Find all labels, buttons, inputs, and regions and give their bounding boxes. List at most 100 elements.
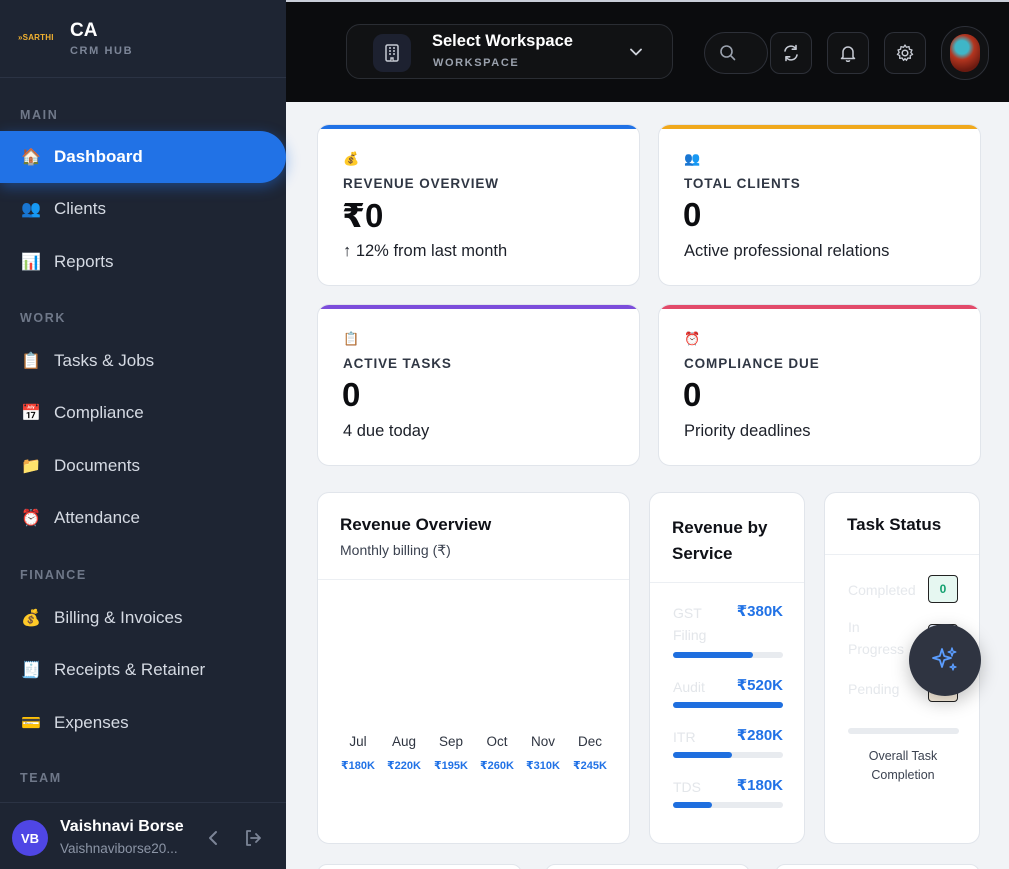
card-accent-bar: [318, 305, 639, 309]
month-column: Nov ₹310K: [520, 734, 566, 772]
service-value: ₹380K: [736, 603, 783, 620]
profile-avatar-button[interactable]: [941, 26, 989, 80]
user-email: Vaishnaviborse20...: [60, 841, 178, 856]
card-accent-bar: [318, 125, 639, 129]
stat-card-total-clients: 👥 TOTAL CLIENTS 0 Active professional re…: [658, 124, 981, 286]
service-name: Audit: [673, 679, 705, 695]
calendar-icon: 📅: [21, 405, 41, 422]
panel-title: Revenue Overview: [340, 515, 492, 534]
sidebar-item-label: Clients: [54, 199, 106, 218]
money-bag-icon: 💰: [343, 151, 360, 166]
brand-subtitle: CRM HUB: [70, 45, 134, 57]
logout-button[interactable]: [241, 827, 265, 849]
sidebar-item-receipts-retainer[interactable]: 🧾 Receipts & Retainer: [0, 644, 286, 696]
stat-subtext: 4 due today: [343, 422, 430, 440]
stat-title: COMPLIANCE DUE: [684, 356, 820, 371]
avatar[interactable]: VB: [12, 820, 48, 856]
sidebar-item-label: Compliance: [54, 403, 144, 422]
money-bag-icon: 💰: [21, 610, 41, 627]
month-column: Oct ₹260K: [474, 734, 520, 772]
sidebar-item-label: Tasks & Jobs: [54, 351, 155, 370]
sidebar-item-documents[interactable]: 📁 Documents: [0, 440, 286, 492]
top-header: Select Workspace WORKSPACE: [286, 0, 1009, 102]
alarm-clock-icon: ⏰: [684, 331, 701, 346]
receipt-icon: 🧾: [21, 662, 41, 679]
sidebar-item-dashboard[interactable]: 🏠 Dashboard: [0, 131, 286, 183]
divider: [318, 579, 629, 580]
search-button[interactable]: [704, 32, 768, 74]
sidebar-item-attendance[interactable]: ⏰ Attendance: [0, 492, 286, 544]
revenue-by-service-panel: Revenue by Service GST Filing ₹380K Audit …: [649, 492, 805, 844]
panel-subtitle: Monthly billing (₹): [340, 542, 451, 558]
building-icon: [373, 34, 411, 72]
gear-icon: [896, 44, 914, 62]
sidebar-item-expenses[interactable]: 💳 Expenses: [0, 697, 286, 749]
sidebar-item-label: Attendance: [54, 508, 141, 527]
stat-subtext: ↑ 12% from last month: [343, 242, 508, 260]
partial-card: [775, 864, 980, 869]
workspace-title: Select Workspace: [432, 32, 573, 50]
panel-title: Revenue by Service: [672, 518, 768, 563]
section-label-finance: FINANCE: [20, 568, 87, 582]
month-value: ₹245K: [573, 760, 607, 772]
settings-button[interactable]: [884, 32, 926, 74]
workspace-subtitle: WORKSPACE: [433, 57, 520, 69]
completion-progress-track: [848, 728, 959, 734]
month-value: ₹220K: [387, 760, 421, 772]
service-progress-fill: [673, 702, 783, 708]
revenue-overview-panel: Revenue Overview Monthly billing (₹) Jul…: [317, 492, 630, 844]
chevron-left-icon: [209, 831, 217, 845]
status-label: In Progress: [848, 619, 905, 657]
user-profile-panel: VB Vaishnavi Borse Vaishnaviborse20...: [0, 802, 286, 869]
logout-icon: [246, 830, 261, 846]
service-progress-track: [673, 702, 783, 708]
month-label: Nov: [530, 734, 555, 749]
sidebar-item-tasks-jobs[interactable]: 📋 Tasks & Jobs: [0, 335, 286, 387]
bell-icon: [840, 46, 856, 62]
service-name: GST Filing: [673, 605, 707, 643]
stat-title: TOTAL CLIENTS: [684, 176, 801, 191]
profile-picture: [950, 34, 980, 72]
brand-title: CA: [70, 20, 98, 41]
stat-card-compliance-due: ⏰ COMPLIANCE DUE 0 Priority deadlines: [658, 304, 981, 466]
service-name: ITR: [673, 729, 696, 745]
sidebar-item-label: Dashboard: [54, 147, 143, 166]
refresh-button[interactable]: [770, 32, 812, 74]
service-value: ₹180K: [736, 777, 783, 794]
house-icon: 🏠: [21, 149, 41, 166]
collapse-sidebar-button[interactable]: [203, 827, 223, 849]
month-label: Sep: [438, 734, 464, 749]
sidebar-item-compliance[interactable]: 📅 Compliance: [0, 387, 286, 439]
stat-title: REVENUE OVERVIEW: [343, 176, 499, 191]
month-value: ₹260K: [480, 760, 514, 772]
workspace-selector[interactable]: Select Workspace WORKSPACE: [346, 24, 673, 79]
section-label-team: TEAM: [20, 771, 62, 785]
stat-card-active-tasks: 📋 ACTIVE TASKS 0 4 due today: [317, 304, 640, 466]
service-progress-track: [673, 802, 783, 808]
clipboard-icon: 📋: [21, 353, 41, 370]
alarm-clock-icon: ⏰: [21, 510, 41, 527]
service-row: ITR ₹280K: [673, 726, 783, 772]
sidebar-item-billing-invoices[interactable]: 💰 Billing & Invoices: [0, 592, 286, 644]
service-row: TDS ₹180K: [673, 776, 783, 822]
brand-logo: »SARTHI: [18, 33, 54, 42]
sidebar-item-label: Documents: [54, 456, 140, 475]
notifications-button[interactable]: [827, 32, 869, 74]
service-row: Audit ₹520K: [673, 676, 783, 722]
status-label: Completed: [848, 582, 916, 598]
month-label: Aug: [391, 734, 417, 749]
month-column: Jul ₹180K: [335, 734, 381, 772]
chevron-down-icon: [630, 48, 642, 56]
status-label: Pending: [848, 681, 900, 697]
stat-value: ₹0: [342, 197, 384, 234]
folder-icon: 📁: [21, 458, 41, 475]
sidebar-item-reports[interactable]: 📊 Reports: [0, 236, 286, 288]
stat-subtext: Priority deadlines: [684, 422, 811, 440]
sidebar: »SARTHI CA CRM HUB MAIN 🏠 Dashboard 👥 Cl…: [0, 0, 286, 869]
status-count-badge: 0: [928, 575, 958, 603]
completion-label: Overall Task Completion: [868, 749, 938, 782]
ai-assistant-button[interactable]: [909, 624, 981, 696]
card-accent-bar: [659, 125, 980, 129]
sidebar-item-clients[interactable]: 👥 Clients: [0, 183, 286, 235]
stat-value: 0: [683, 376, 702, 413]
